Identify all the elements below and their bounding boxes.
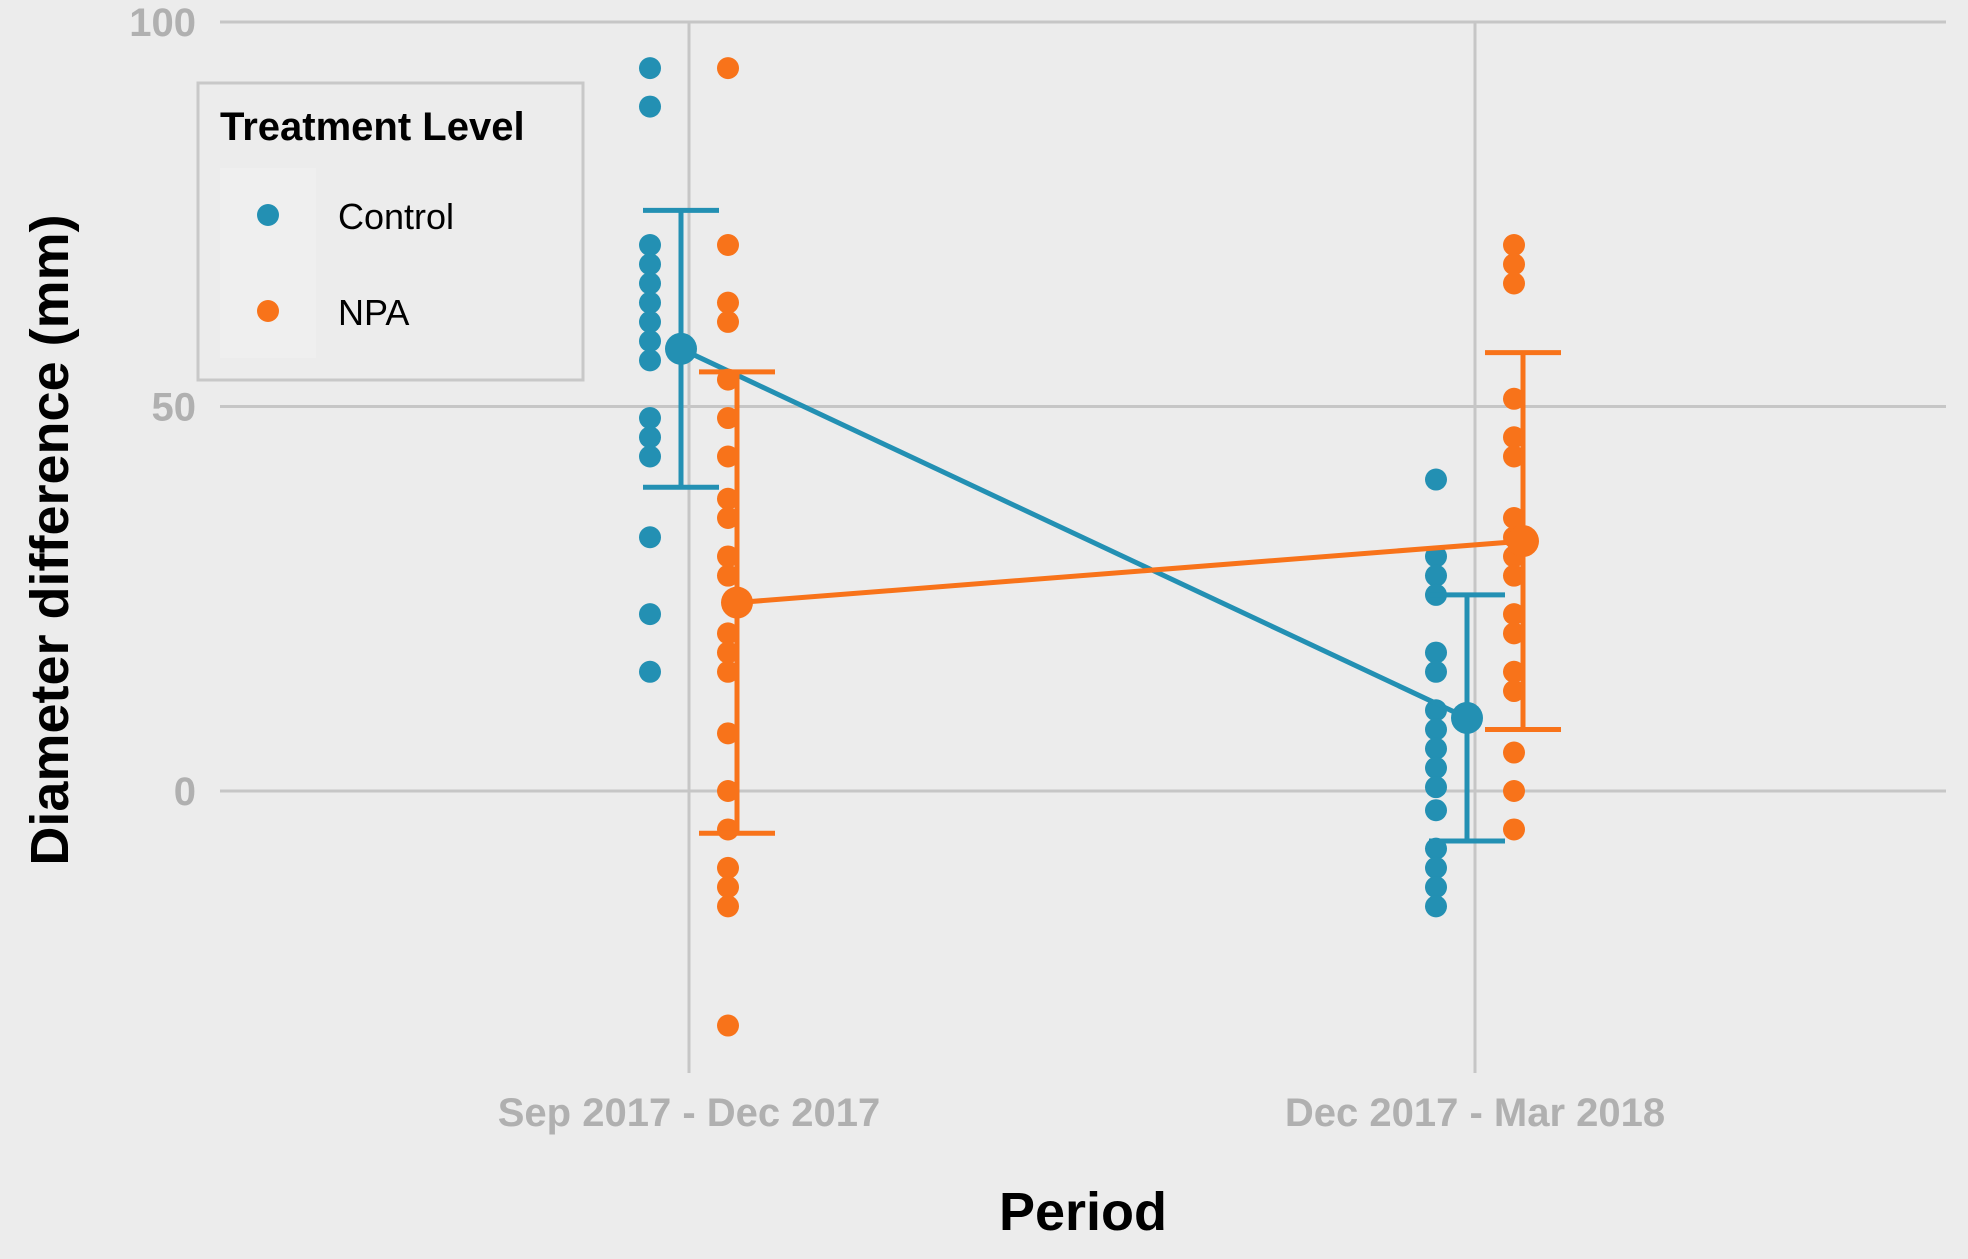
- data-point: [717, 660, 739, 683]
- data-point: [1503, 445, 1525, 468]
- legend-label-npa: NPA: [338, 292, 409, 333]
- data-point: [639, 234, 661, 257]
- data-point: [717, 1014, 739, 1037]
- y-tick-label: 0: [174, 770, 196, 814]
- data-point: [1503, 680, 1525, 703]
- data-point: [639, 526, 661, 549]
- data-point: [1503, 253, 1525, 276]
- data-point: [1503, 622, 1525, 645]
- data-point: [1503, 603, 1525, 626]
- mean-point: [665, 332, 697, 365]
- data-point: [1503, 426, 1525, 449]
- data-point: [717, 722, 739, 745]
- mean-line: [679, 346, 1469, 721]
- data-point: [1425, 895, 1447, 918]
- x-axis-title: Period: [999, 1182, 1167, 1242]
- data-point: [1425, 756, 1447, 779]
- data-point: [717, 895, 739, 918]
- mean-point: [721, 586, 753, 619]
- data-point: [639, 349, 661, 372]
- data-point: [639, 272, 661, 295]
- series-npa: [699, 57, 1561, 1037]
- data-point: [639, 603, 661, 626]
- data-point: [717, 780, 739, 802]
- data-point: [1503, 780, 1525, 802]
- data-point: [639, 253, 661, 276]
- x-tick-label: Sep 2017 - Dec 2017: [498, 1091, 880, 1135]
- data-point: [1425, 856, 1447, 879]
- legend-key-control: [257, 204, 279, 226]
- legend-title: Treatment Level: [220, 105, 525, 149]
- data-point: [717, 487, 739, 510]
- mean-point: [1451, 701, 1483, 734]
- data-point: [717, 876, 739, 899]
- series-control: [639, 57, 1505, 918]
- mean-point: [1507, 525, 1539, 558]
- data-point: [717, 291, 739, 314]
- data-point: [717, 622, 739, 645]
- data-point: [1425, 564, 1447, 587]
- data-point: [639, 310, 661, 333]
- data-point: [639, 291, 661, 314]
- legend: Treatment Level Control NPA: [196, 81, 585, 382]
- data-point: [639, 660, 661, 683]
- data-point: [1425, 737, 1447, 760]
- data-point: [717, 57, 739, 80]
- data-point: [717, 641, 739, 664]
- data-point: [639, 95, 661, 118]
- data-point: [1503, 272, 1525, 295]
- grid: [220, 20, 1946, 1073]
- legend-label-control: Control: [338, 196, 454, 237]
- data-point: [639, 445, 661, 468]
- data-point: [717, 445, 739, 468]
- data-point: [1425, 641, 1447, 664]
- data-point: [639, 426, 661, 449]
- legend-key-npa: [257, 300, 279, 322]
- y-tick-labels: 0 50 100: [129, 1, 196, 814]
- data-point: [717, 507, 739, 530]
- data-point: [1503, 818, 1525, 841]
- series-layer: [639, 57, 1561, 1037]
- y-tick-label: 100: [129, 1, 196, 45]
- data-point: [1503, 234, 1525, 257]
- data-point: [1425, 660, 1447, 683]
- data-point: [1425, 468, 1447, 491]
- data-point: [1425, 718, 1447, 741]
- data-point: [717, 856, 739, 879]
- data-point: [1425, 545, 1447, 568]
- data-point: [1503, 660, 1525, 683]
- data-point: [717, 545, 739, 568]
- mean-line: [736, 538, 1524, 606]
- data-point: [717, 234, 739, 257]
- legend-key-background: [220, 168, 316, 358]
- data-point: [1425, 876, 1447, 899]
- data-point: [717, 310, 739, 333]
- data-point: [1503, 741, 1525, 764]
- x-tick-labels: Sep 2017 - Dec 2017 Dec 2017 - Mar 2018: [498, 1091, 1665, 1135]
- data-point: [639, 407, 661, 430]
- data-point: [1503, 507, 1525, 530]
- x-tick-label: Dec 2017 - Mar 2018: [1285, 1091, 1665, 1135]
- y-tick-label: 50: [152, 386, 197, 430]
- data-point: [1503, 564, 1525, 587]
- y-axis-title: Diameter difference (mm): [20, 214, 80, 865]
- data-point: [1503, 387, 1525, 410]
- data-point: [639, 330, 661, 353]
- data-point: [1425, 776, 1447, 799]
- data-point: [717, 407, 739, 430]
- data-point: [639, 57, 661, 80]
- data-point: [717, 564, 739, 587]
- data-point: [1425, 799, 1447, 822]
